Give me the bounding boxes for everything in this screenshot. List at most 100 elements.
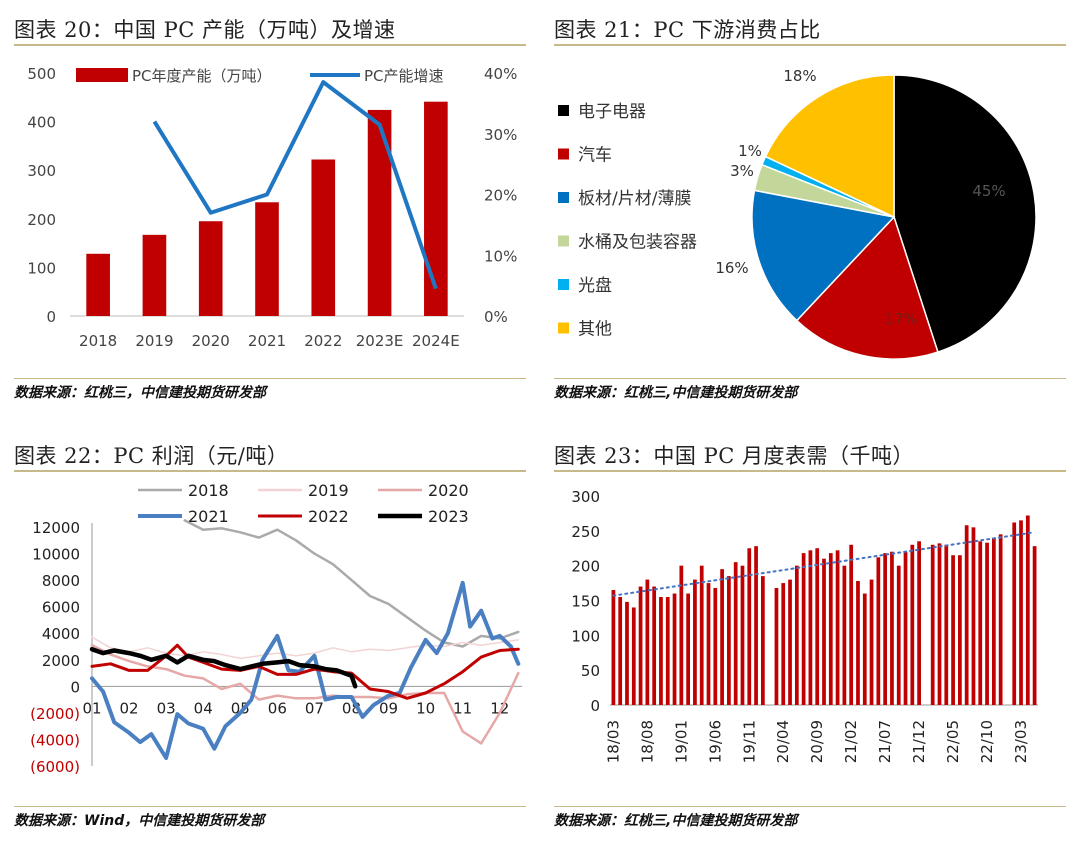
source-note: 数据来源：红桃三，中信建投期货研发部	[14, 385, 266, 401]
source-note: 数据来源：红桃三,中信建投期货研发部	[554, 385, 798, 401]
demand-bar	[862, 593, 867, 705]
legend-label-growth: PC产能增速	[364, 67, 444, 85]
demand-bar	[801, 553, 806, 705]
demand-bar	[659, 597, 663, 705]
demand-bar	[856, 580, 860, 705]
demand-bar	[903, 551, 908, 705]
y-tick-label-left: 400	[27, 114, 56, 132]
capacity-bar	[367, 109, 392, 316]
y-tick-label: 6000	[42, 599, 80, 617]
y-tick-label-right: 40%	[484, 65, 517, 83]
demand-bar	[781, 583, 786, 705]
capacity-bar	[424, 101, 448, 316]
y-tick-label-left: 100	[27, 259, 56, 277]
y-tick-label: (2000)	[30, 705, 80, 723]
demand-bar	[930, 544, 935, 705]
demand-bar	[964, 525, 969, 705]
legend-swatch	[558, 105, 569, 116]
legend-swatch	[558, 192, 569, 203]
y-tick-label: (6000)	[30, 758, 80, 776]
legend-swatch	[558, 148, 569, 160]
y-tick-label: 50	[581, 662, 600, 680]
legend-label: 汽车	[578, 146, 612, 166]
demand-bar	[958, 555, 962, 705]
demand-bar	[774, 587, 779, 705]
demand-bar	[625, 601, 629, 705]
demand-bar	[835, 550, 840, 705]
y-tick-label-right: 30%	[484, 126, 517, 144]
legend-label: 2018	[188, 481, 229, 500]
demand-bar	[686, 593, 690, 705]
demand-bar	[706, 583, 711, 705]
x-tick-label: 2023E	[356, 332, 404, 350]
panel-title: 图表 22：PC 利润（元/吨）	[14, 444, 289, 468]
x-tick-label: 19/06	[706, 720, 724, 763]
x-tick-label: 02	[120, 699, 139, 717]
y-tick-label: 8000	[42, 572, 80, 590]
y-tick-label-right: 10%	[484, 247, 517, 265]
y-tick-label: 4000	[42, 625, 80, 643]
demand-bar	[1019, 520, 1023, 705]
demand-bar	[733, 562, 738, 705]
capacity-bar	[86, 253, 110, 316]
demand-bar	[869, 579, 874, 705]
demand-bar	[896, 565, 901, 705]
x-tick-label: 2018	[79, 332, 117, 350]
x-tick-label: 09	[379, 699, 398, 717]
demand-bar	[760, 576, 765, 705]
x-tick-label: 21/02	[842, 720, 860, 763]
demand-bar	[699, 565, 704, 705]
demand-bar	[828, 553, 833, 705]
x-tick-label: 2020	[192, 332, 230, 350]
demand-bar	[849, 544, 854, 705]
demand-bar	[631, 607, 636, 705]
panel-title: 图表 20：中国 PC 产能（万吨）及增速	[14, 18, 396, 42]
pie-slice	[764, 74, 895, 219]
demand-bar	[754, 546, 758, 705]
x-tick-label: 21/07	[876, 720, 894, 763]
y-tick-label: 10000	[32, 546, 80, 564]
demand-bar	[951, 555, 955, 705]
legend-label-capacity: PC年度产能（万吨）	[132, 67, 272, 85]
profit-line	[90, 643, 520, 745]
y-tick-label-left: 200	[27, 211, 56, 229]
demand-bar	[883, 553, 888, 705]
x-tick-label: 22/10	[978, 720, 996, 763]
demand-bar	[665, 597, 670, 705]
legend-label: 2021	[188, 507, 229, 526]
pie-value-label: 16%	[715, 259, 748, 277]
y-tick-label-right: 0%	[484, 308, 508, 326]
pie-value-label: 18%	[783, 67, 816, 85]
profit-line	[183, 519, 520, 648]
pie-value-label: 17%	[884, 310, 917, 328]
demand-bar	[991, 537, 996, 705]
x-tick-label: 2022	[304, 332, 342, 350]
demand-bar	[917, 541, 921, 705]
demand-bar	[808, 550, 813, 705]
panel-monthly-demand: 图表 23：中国 PC 月度表需（千吨） 300 250 200 150 100 50 0 1…	[554, 426, 1079, 841]
y-tick-label: 150	[571, 593, 600, 611]
demand-bar	[720, 569, 724, 705]
monthly-demand-chart: 300 250 200 150 100 50 018/03 18/08 19/01 19/06 19…	[571, 488, 1038, 763]
x-tick-label: 07	[305, 699, 324, 717]
demand-bar	[611, 590, 616, 705]
demand-bar	[998, 534, 1003, 705]
legend-swatch	[558, 322, 569, 334]
demand-bar	[618, 597, 623, 705]
demand-bar	[944, 544, 949, 705]
legend-swatch	[558, 279, 569, 290]
profit-line	[89, 646, 358, 689]
demand-bar	[978, 541, 983, 705]
x-tick-label: 2024E	[412, 332, 460, 350]
legend-swatch-capacity	[76, 68, 128, 82]
capacity-bar	[311, 159, 336, 316]
source-note: 数据来源：红桃三,中信建投期货研发部	[554, 813, 798, 829]
title-rule	[14, 470, 526, 472]
pie-slice	[795, 215, 939, 360]
demand-bar	[794, 565, 799, 705]
x-tick-label: 2019	[135, 332, 173, 350]
demand-bar	[822, 558, 826, 705]
demand-bar	[713, 587, 718, 705]
legend-label: 2020	[428, 481, 469, 500]
demand-bar	[1012, 522, 1017, 705]
